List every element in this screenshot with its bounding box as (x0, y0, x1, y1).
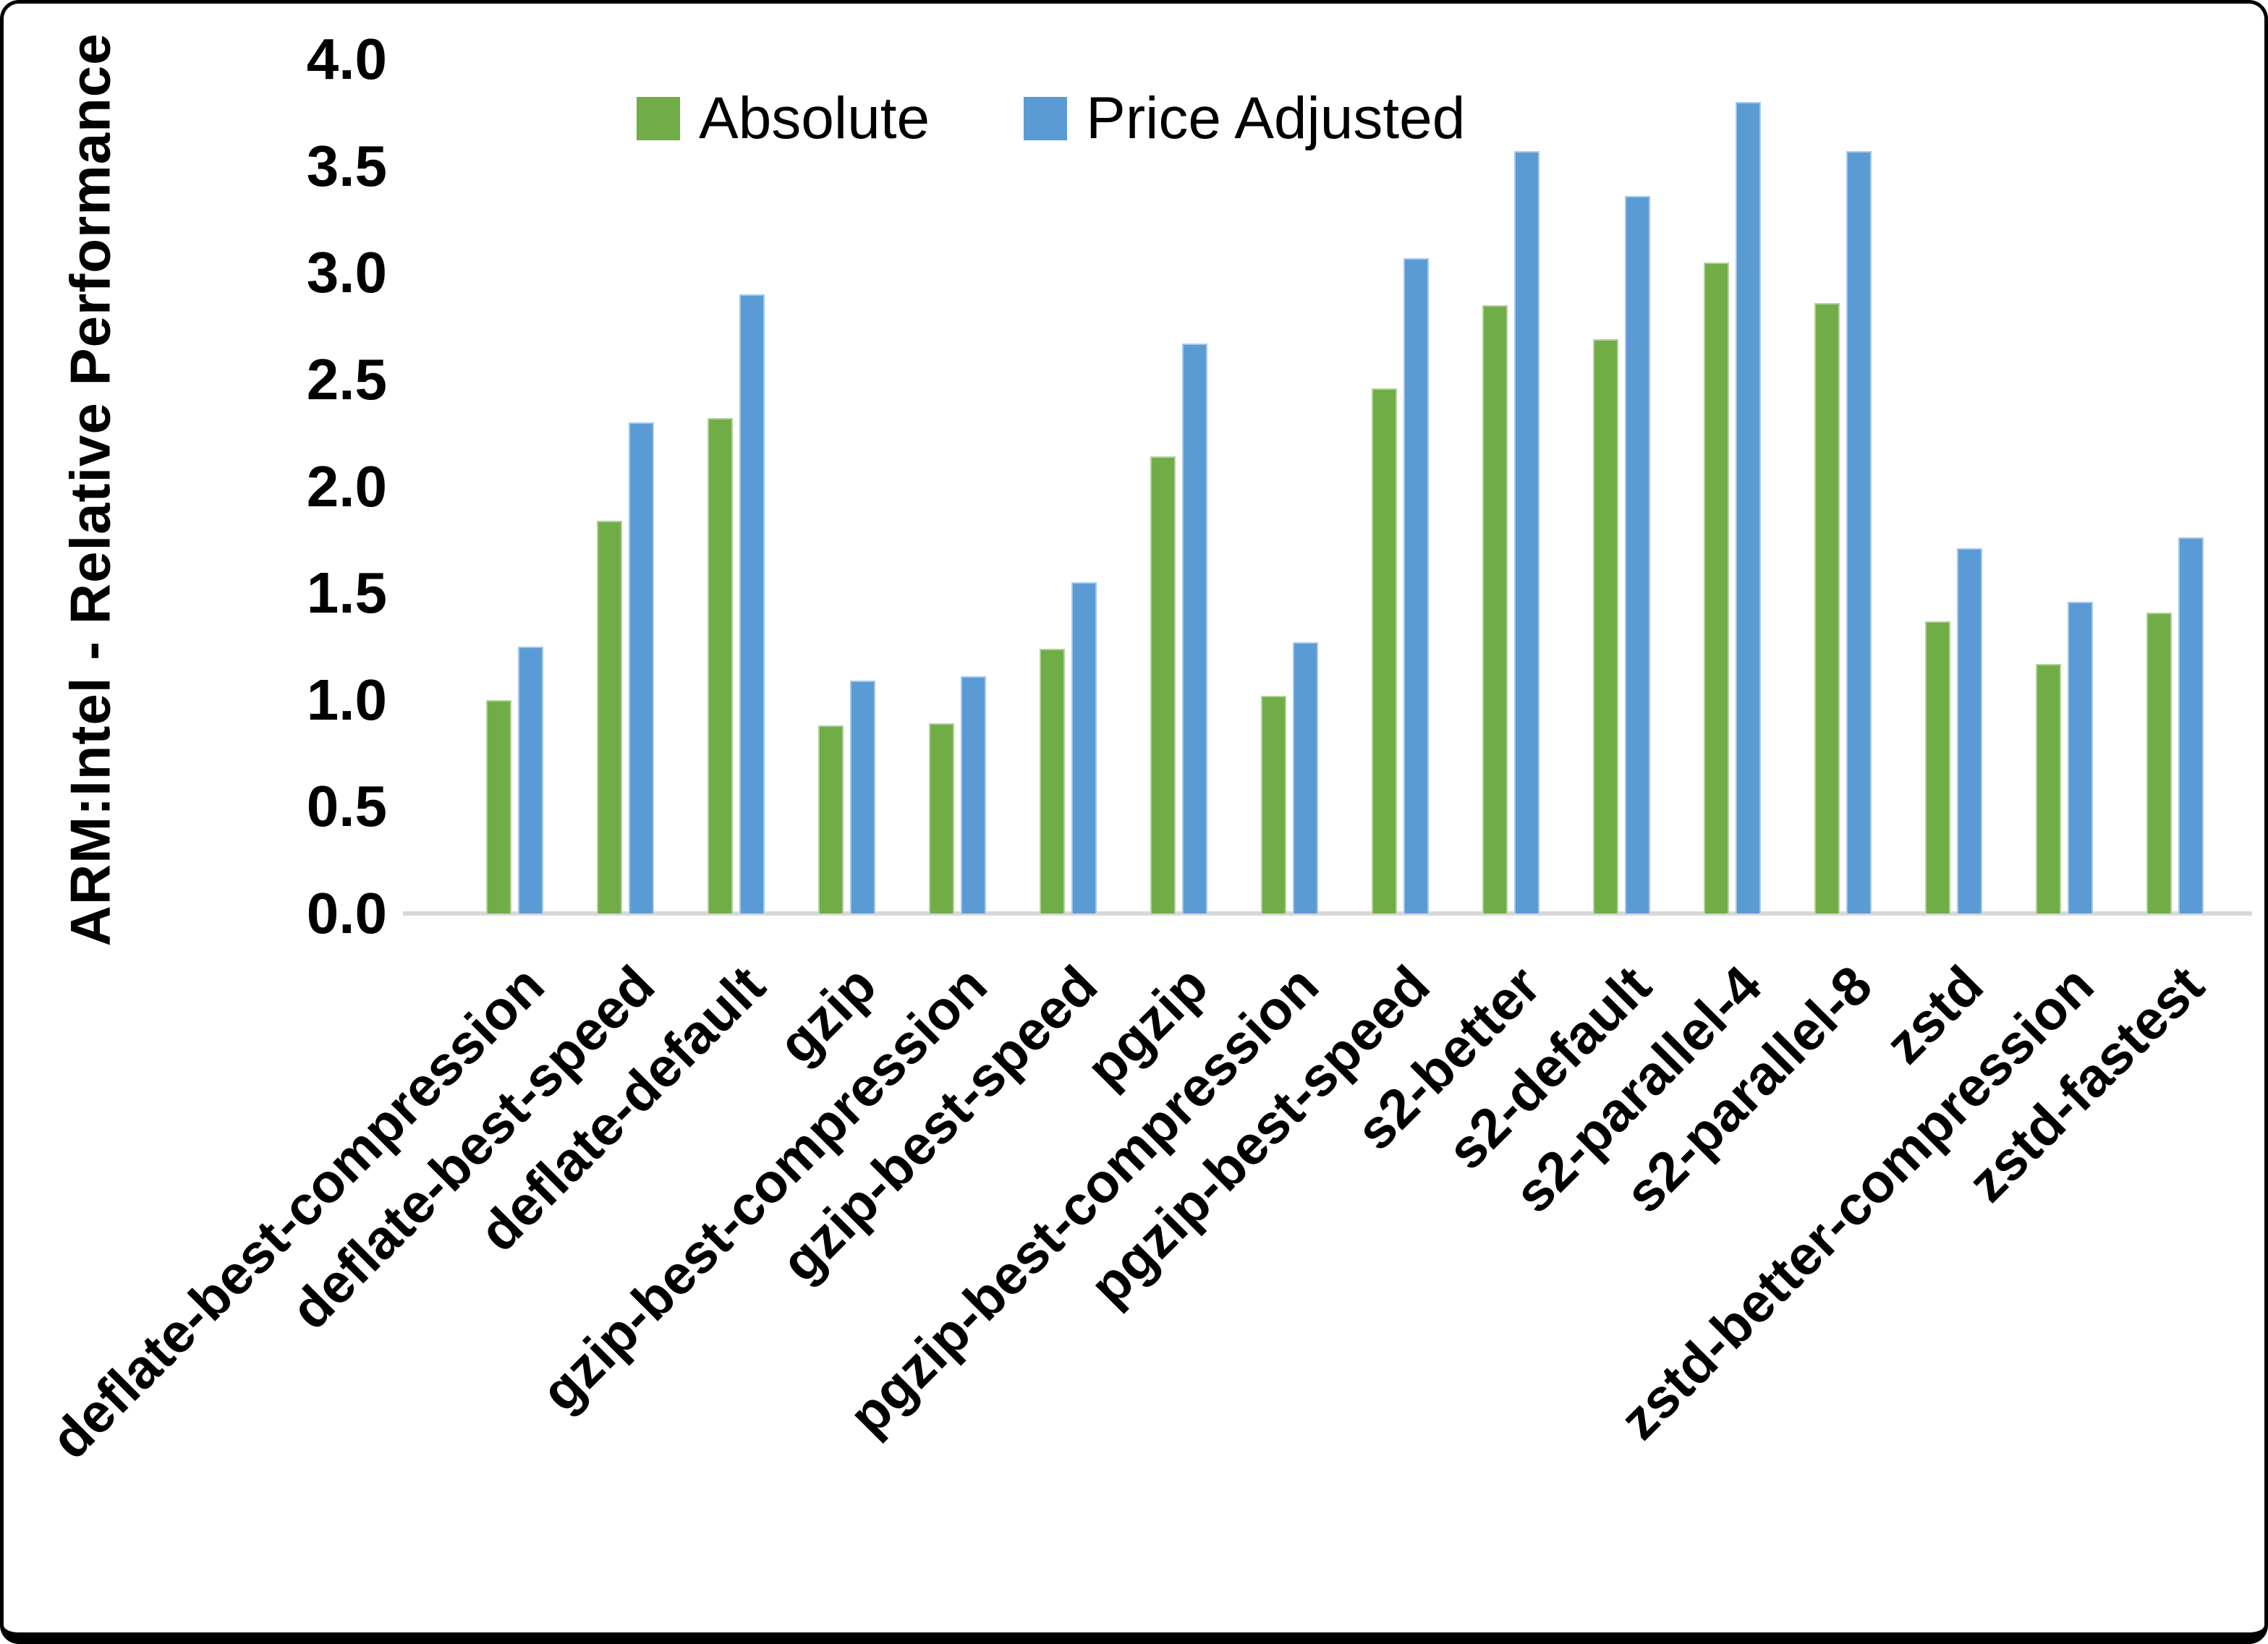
bar (1261, 695, 1286, 913)
bar-group (1261, 59, 1318, 913)
y-tick-label: 3.0 (306, 240, 387, 305)
bar (1925, 621, 1950, 913)
legend-label: Absolute (699, 85, 930, 151)
bar-group (708, 59, 765, 913)
bar (1071, 582, 1097, 913)
bar (2178, 537, 2204, 913)
bar-group (2146, 59, 2204, 913)
bar-group (1040, 59, 1097, 913)
bar (1814, 302, 1840, 913)
bar (708, 418, 733, 913)
y-tick-label: 2.5 (306, 346, 387, 412)
bar (1372, 388, 1397, 913)
absolute-swatch-icon (637, 97, 680, 140)
y-tick-label: 3.5 (306, 133, 387, 198)
bar (1593, 338, 1618, 913)
bar (1040, 648, 1065, 913)
bar-group (1482, 59, 1539, 913)
y-tick-label: 2.0 (306, 453, 387, 519)
bar (1625, 195, 1650, 913)
bar (818, 725, 844, 913)
bar (961, 676, 986, 913)
bar (1293, 642, 1318, 913)
bar-group (1925, 59, 1982, 913)
bar (1704, 262, 1729, 913)
bar (929, 723, 954, 913)
y-tick-label: 1.0 (306, 667, 387, 732)
bar (518, 646, 543, 913)
y-tick-label: 0.0 (306, 881, 387, 945)
bar (1957, 548, 1982, 913)
price-adjusted-swatch-icon (1024, 97, 1068, 140)
bar-group (929, 59, 986, 913)
y-tick-label: 1.5 (306, 561, 387, 626)
bar-group (1372, 59, 1429, 913)
bar (1182, 343, 1207, 913)
bar-group (818, 59, 875, 913)
bar-group (1704, 59, 1761, 913)
bar (629, 422, 654, 913)
y-tick-label: 4.0 (306, 27, 387, 91)
bar (1150, 456, 1176, 913)
plot-area (403, 59, 2254, 916)
bar (2068, 601, 2093, 913)
bar (2146, 612, 2172, 913)
y-axis-title: ARM:Intel - Relative Performance (58, 33, 122, 947)
legend-item-price-adjusted: Price Adjusted (1024, 89, 1465, 148)
bar-group (1150, 59, 1207, 913)
bar (486, 699, 511, 913)
bar (1403, 257, 1429, 913)
bar (1514, 150, 1539, 913)
bar (1736, 102, 1761, 913)
bar-group (1593, 59, 1650, 913)
bar (597, 520, 622, 913)
bar (739, 294, 765, 913)
bar-group (597, 59, 654, 913)
bar-group (2036, 59, 2093, 913)
y-tick-label: 0.5 (306, 774, 387, 839)
legend-label: Price Adjusted (1086, 85, 1466, 151)
bar (850, 681, 875, 913)
x-axis-line (403, 911, 2252, 916)
legend: Absolute Price Adjusted (637, 89, 1465, 148)
bar (1846, 150, 1872, 913)
bar-group (486, 59, 543, 913)
bar-group (1814, 59, 1872, 913)
legend-item-absolute: Absolute (637, 89, 930, 148)
bar (1482, 304, 1508, 913)
bar (2036, 663, 2061, 913)
